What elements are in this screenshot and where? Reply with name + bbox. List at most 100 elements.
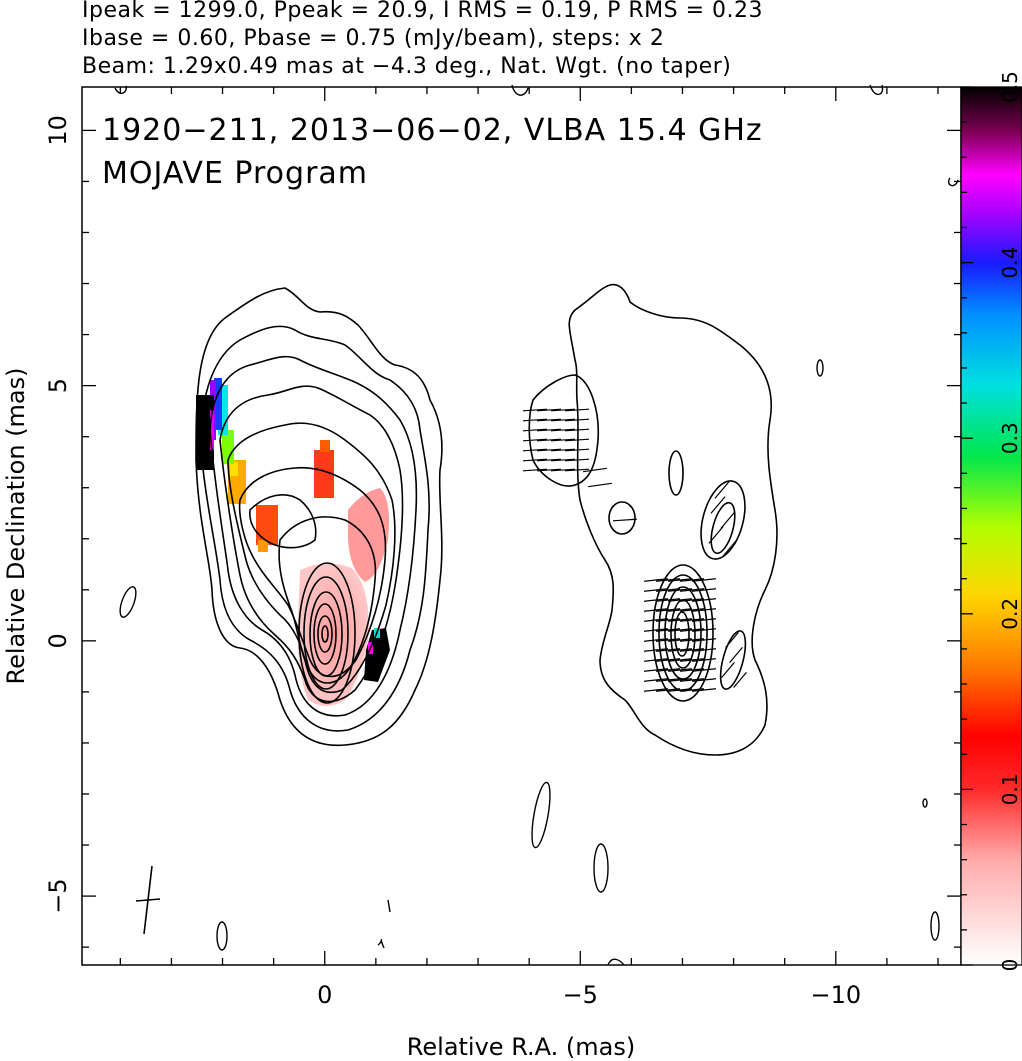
- evpa-stick: [725, 631, 739, 649]
- evpa-stick: [692, 688, 716, 692]
- contour-level-6: [238, 466, 387, 678]
- polarized-core-contour-1: [652, 564, 714, 702]
- core-contour-8: [298, 562, 356, 704]
- colorbar: [960, 86, 1022, 966]
- black-core-edge-patch: [364, 628, 390, 682]
- evpa-stick: [721, 661, 735, 679]
- evpa-stick: [536, 408, 562, 412]
- evpa-stick: [656, 648, 680, 652]
- cyan-patch: [218, 385, 228, 435]
- x-tick-labels: 0 −5 −10: [317, 981, 861, 1009]
- evpa-stick: [522, 438, 548, 442]
- evpa-stick: [564, 468, 590, 472]
- evpa-stick: [644, 638, 668, 642]
- evpa-stick: [550, 458, 576, 462]
- evpa-stick: [522, 428, 548, 432]
- evpa-stick: [714, 481, 730, 499]
- evpa-stick: [692, 618, 716, 622]
- evpa-stick: [644, 578, 668, 582]
- polarized-jet-blob: [700, 480, 746, 560]
- red-patch-1: [314, 450, 334, 498]
- evpa-stick: [668, 628, 692, 632]
- evpa-stick: [729, 646, 743, 664]
- evpa-stick: [680, 658, 704, 662]
- evpa-stick: [656, 668, 680, 672]
- orange-patch: [258, 540, 268, 552]
- polarized-jet-blob-inner: [710, 501, 736, 555]
- header-line-3: Beam: 1.29x0.49 mas at −4.3 deg., Nat. W…: [82, 54, 732, 79]
- evpa-stick: [692, 598, 716, 602]
- contour-level-1: [195, 287, 443, 747]
- yellow-patch: [230, 462, 238, 476]
- y-tick-label: 5: [44, 378, 72, 393]
- y-tick-labels: −5 0 5 10: [44, 115, 72, 914]
- blue-patch: [214, 378, 222, 430]
- evpa-stick: [680, 668, 704, 672]
- evpa-stick: [656, 598, 680, 602]
- polarized-small-blob-1: [608, 501, 636, 535]
- evpa-stick: [522, 448, 548, 452]
- evpa-stick: [680, 628, 704, 632]
- evpa-stick: [692, 588, 716, 592]
- evpa-stick: [644, 588, 668, 592]
- evpa-stick: [550, 428, 576, 432]
- polarized-small-blob-2: [668, 450, 684, 496]
- evpa-stick: [692, 668, 716, 672]
- polarized-left-blob: [528, 374, 600, 487]
- evpa-stick: [644, 598, 668, 602]
- evpa-stick: [656, 658, 680, 662]
- contour-level-5: [227, 422, 396, 694]
- evpa-stick: [644, 648, 668, 652]
- contour-level-4: [219, 385, 404, 703]
- core-contour-10: [309, 591, 343, 677]
- colorbar-tick-label: 0.4: [998, 247, 1022, 279]
- evpa-stick: [550, 438, 576, 442]
- orange-red-patch: [256, 505, 278, 545]
- red-patch-2: [320, 440, 330, 452]
- evpa-stick: [692, 638, 716, 642]
- colorbar-tick-label: 0.5: [998, 71, 1022, 103]
- polarized-core-contour-3: [664, 586, 702, 680]
- evpa-stick: [550, 448, 576, 452]
- evpa-stick: [588, 482, 612, 488]
- evpa-stick: [644, 628, 668, 632]
- evpa-stick: [668, 648, 692, 652]
- evpa-stick: [522, 468, 548, 472]
- evpa-stick: [668, 668, 692, 672]
- evpa-stick: [668, 578, 692, 582]
- polarized-outer-contour: [568, 283, 778, 756]
- evpa-stick: [644, 678, 668, 682]
- evpa-stick: [644, 668, 668, 672]
- evpa-stick: [644, 688, 668, 692]
- evpa-stick: [536, 418, 562, 422]
- evpa-stick: [668, 608, 692, 612]
- evpa-stick: [668, 658, 692, 662]
- evpa-stick: [536, 428, 562, 432]
- evpa-stick: [680, 648, 704, 652]
- evpa-stick: [692, 658, 716, 662]
- polarized-edge-blob: [719, 630, 747, 690]
- evpa-stick: [692, 648, 716, 652]
- plot-title-line-2: MOJAVE Program: [102, 156, 368, 191]
- evpa-vectors: [522, 408, 747, 692]
- evpa-stick: [692, 678, 716, 682]
- evpa-stick: [692, 628, 716, 632]
- green-patch: [222, 430, 234, 464]
- core-contour-12: [317, 615, 333, 653]
- evpa-stick: [680, 598, 704, 602]
- evpa-stick: [564, 418, 590, 422]
- evpa-stick: [564, 408, 590, 412]
- colorbar-tick-label: 0: [998, 959, 1022, 972]
- evpa-stick: [668, 618, 692, 622]
- colorbar-tick-labels: 0 0.1 0.2 0.3 0.4 0.5: [998, 71, 1022, 971]
- contour-level-7: [278, 516, 377, 684]
- evpa-stick: [668, 598, 692, 602]
- y-axis-ticks: [82, 129, 961, 948]
- x-axis-ticks: [119, 87, 939, 965]
- evpa-stick: [680, 588, 704, 592]
- y-tick-label: 10: [44, 115, 72, 146]
- evpa-stick: [522, 408, 548, 412]
- core-contour-13: [321, 625, 329, 643]
- evpa-stick: [550, 418, 576, 422]
